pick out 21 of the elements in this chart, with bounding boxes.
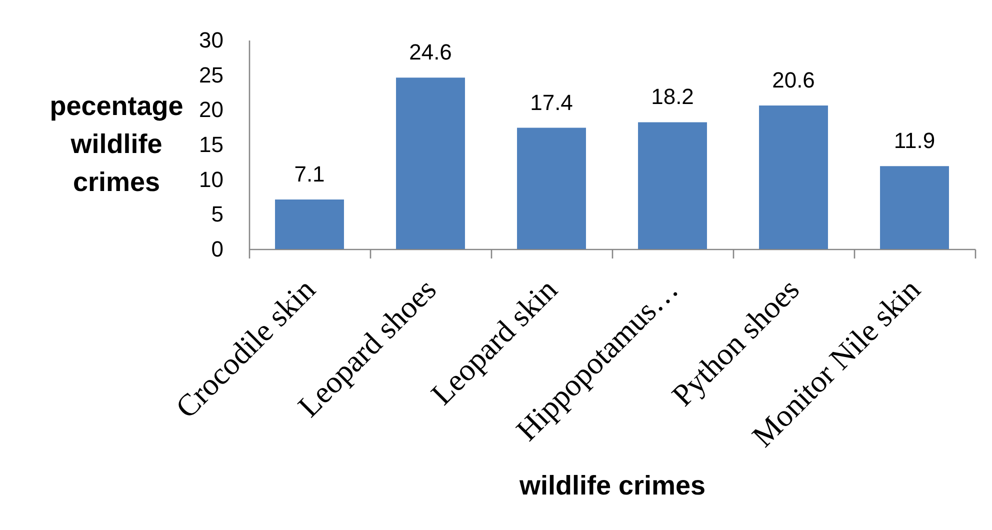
- y-tick-label: 0: [211, 236, 224, 262]
- y-tick-label: 5: [211, 202, 224, 227]
- bar: [638, 122, 707, 249]
- y-axis-title: pecentage wildlife crimes: [50, 91, 184, 197]
- bar: [396, 78, 465, 249]
- y-tick-label: 30: [199, 28, 224, 52]
- x-axis-title: wildlife crimes: [518, 470, 706, 500]
- y-tick-label: 25: [199, 62, 224, 88]
- bar: [880, 166, 949, 249]
- bar: [759, 105, 828, 249]
- data-label: 24.6: [409, 40, 452, 65]
- bar: [275, 200, 344, 249]
- y-tick-label: 20: [199, 97, 224, 122]
- data-label: 11.9: [894, 128, 936, 154]
- y-tick-label: 15: [199, 132, 224, 157]
- data-label: 7.1: [294, 162, 325, 187]
- data-label: 20.6: [772, 67, 815, 92]
- data-label: 18.2: [651, 84, 694, 110]
- bar: [517, 128, 586, 249]
- y-tick-label: 10: [199, 166, 224, 192]
- data-label: 17.4: [530, 90, 573, 115]
